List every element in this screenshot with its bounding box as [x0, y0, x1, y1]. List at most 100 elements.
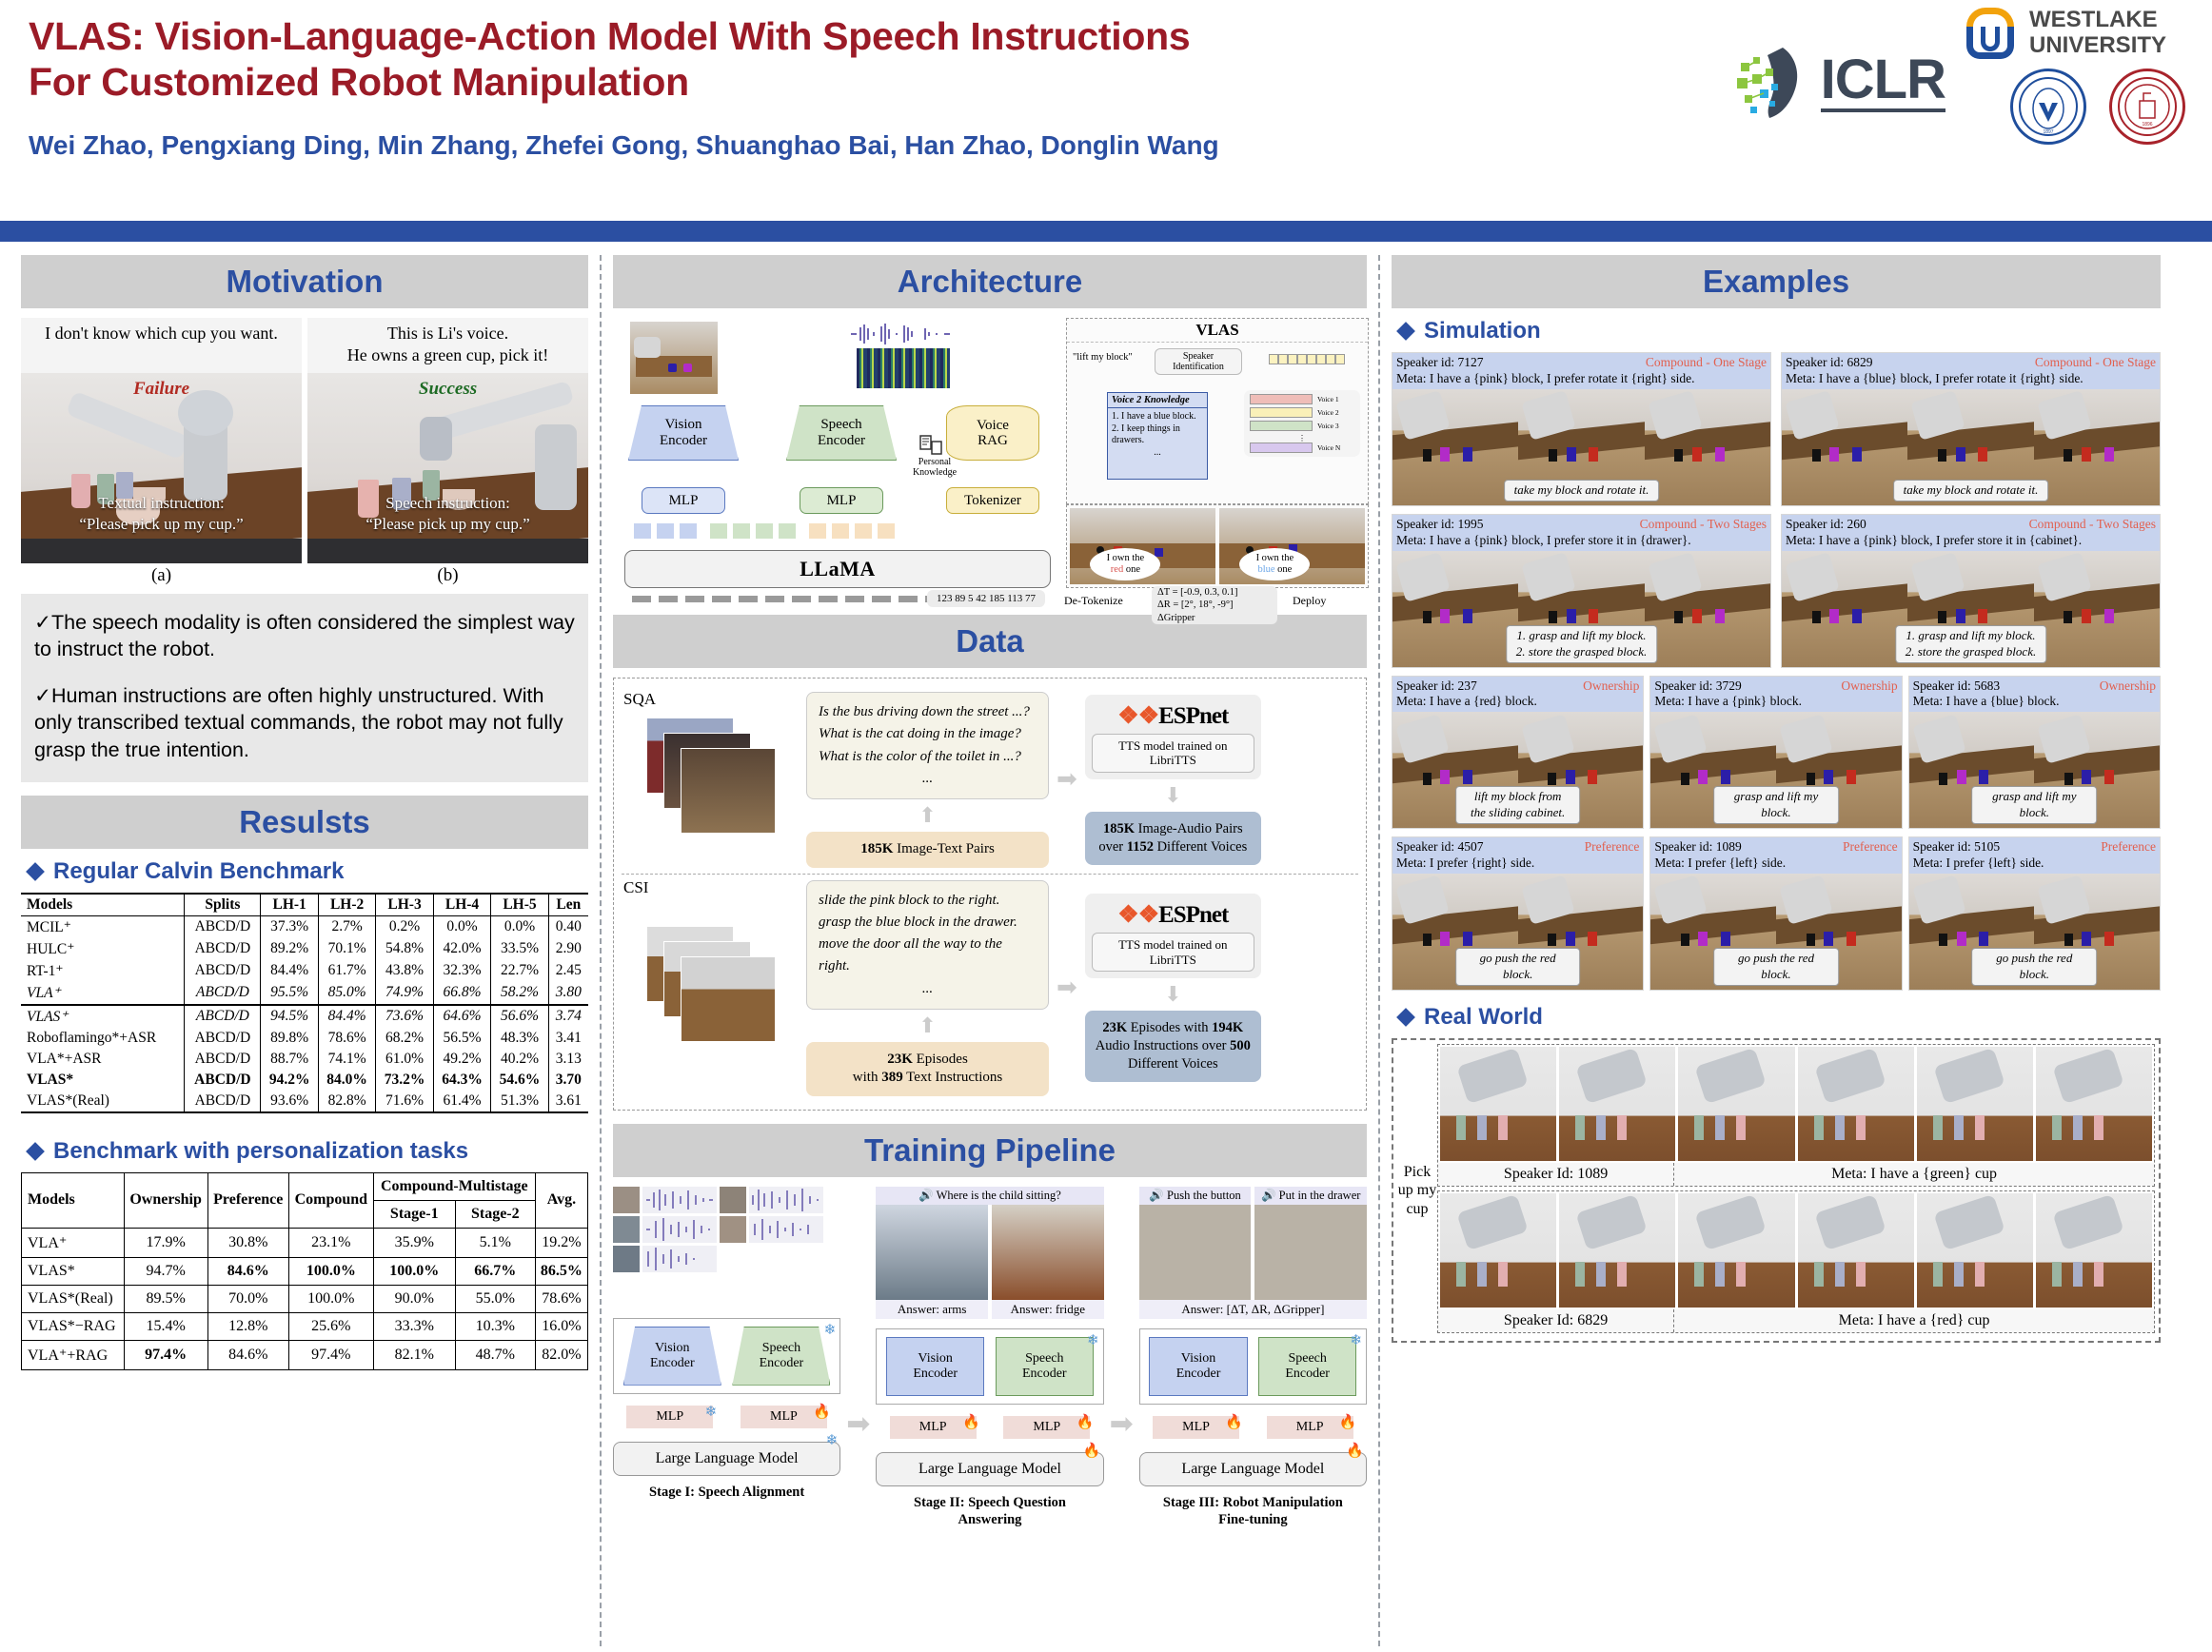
real-world-side-label: Pick up my cup — [1397, 1164, 1437, 1217]
voice-rag-block: Voice RAG — [946, 405, 1039, 461]
stage2-caption: Stage II: Speech Question Answering — [914, 1494, 1066, 1527]
example-meta-text: Meta: I have a {pink} block, I prefer st… — [1396, 532, 1691, 547]
speech-bubble-red: I own the red one — [1090, 548, 1161, 580]
table-cell: 25.6% — [287, 1311, 374, 1341]
table-cell: 5.1% — [454, 1227, 536, 1258]
stage1-encoder-box: Vision Encoder Speech Encoder ❄ — [613, 1317, 841, 1394]
table-cell: 12.8% — [207, 1311, 289, 1341]
right-column: Examples Simulation Speaker id: 7127 Comp… — [1380, 255, 2172, 1646]
table-cell: 90.0% — [372, 1284, 456, 1313]
sqa-q1: Is the bus driving down the street ...? — [819, 704, 1030, 719]
table-header-row: Models Splits LH-1 LH-2 LH-3 LH-4 LH-5 L… — [21, 892, 588, 916]
real-world-panel: Pick up my cup Speaker Id: 1089 Meta: I h… — [1392, 1038, 2161, 1343]
example-meta-text: Meta: I have a {pink} block, I prefer st… — [1786, 532, 2083, 547]
speaker-id: Speaker id: 260 — [1786, 516, 1866, 531]
scene-red-owner: I own the red one — [1070, 508, 1215, 584]
table-cell: 3.74 — [547, 1003, 588, 1028]
table-cell: 43.8% — [375, 959, 434, 982]
example-row: Speaker id: 4507 Preference Meta: I prefer… — [1392, 836, 2161, 991]
stage3-mlp-left: MLP 🔥 — [1153, 1415, 1243, 1439]
example-card[interactable]: Speaker id: 5683 Ownership Meta: I have a … — [1907, 675, 2161, 830]
snowflake-icon: ❄ — [825, 1432, 839, 1448]
table-cell: 100.0% — [287, 1284, 374, 1313]
up-arrow-icon: ⬆ — [918, 1013, 937, 1037]
table-row: RT-1⁺ ABCD/D 84.4% 61.7% 43.8% 32.3% 22.7% 2.45 — [21, 959, 588, 982]
subsection-personalization: Benchmark with personalization tasks — [26, 1138, 588, 1165]
example-card[interactable]: Speaker id: 7127 Compound - One Stage Meta… — [1392, 352, 1771, 506]
sqa-espnet-sub: TTS model trained on LibriTTS — [1091, 733, 1254, 773]
voice-label-1: Voice 1 — [1317, 395, 1339, 403]
speech-encoder-block: Speech Encoder — [786, 405, 897, 461]
data-row-csi: CSI slide the pink block to the right. g… — [622, 873, 1358, 1102]
down-arrow-icon: ⬇ — [1164, 783, 1182, 807]
example-card[interactable]: Speaker id: 260 Compound - Two Stages Meta… — [1781, 513, 2161, 668]
speaker-id: Speaker id: 237 — [1396, 678, 1477, 693]
subsection-regular-calvin: Regular Calvin Benchmark — [26, 858, 588, 885]
table-cell: 71.6% — [375, 1090, 434, 1113]
v2k-item-3: ... — [1154, 446, 1161, 458]
stage2-answer-2: Answer: fridge — [992, 1299, 1104, 1319]
example-frame — [1782, 388, 1908, 505]
table-row: VLA⁺+RAG 97.4% 84.6% 97.4% 82.1% 48.7% 82.0% — [21, 1339, 589, 1370]
scene-blue-owner: I own the blue one — [1219, 508, 1365, 584]
stage2-llm: Large Language Model 🔥 — [876, 1444, 1104, 1486]
real-world-meta: Meta: I have a {red} cup — [1838, 1312, 1990, 1328]
voice-label-ellipsis: ⋮ — [1298, 434, 1306, 442]
table-cell-model: VLA⁺ — [21, 1227, 125, 1258]
table-cell: 97.4% — [123, 1339, 208, 1370]
stage2-encoder-box: Vision Encoder Speech Encoder ❄ — [876, 1328, 1104, 1405]
example-meta: Speaker id: 260 Compound - Two Stages Meta… — [1782, 514, 2160, 551]
deploy-label: Deploy — [1293, 594, 1327, 607]
v2k-item-1: 1. I have a blue block. — [1112, 411, 1196, 422]
table-cell: 3.70 — [547, 1069, 588, 1091]
robot-photo-success: Success Speech instruction: “Please pick… — [307, 373, 588, 563]
right-arrow-icon: ➡ — [1057, 765, 1077, 794]
example-frame — [1392, 388, 1519, 505]
example-frame-strip — [1782, 550, 2160, 667]
example-type-badge: Preference — [1584, 839, 1640, 855]
example-card[interactable]: Speaker id: 1995 Compound - Two Stages Met… — [1392, 513, 1771, 668]
table-cell: 70.0% — [207, 1284, 289, 1313]
csi-tag: CSI — [623, 877, 649, 896]
csi-output-stat: 23K Episodes with 194K Audio Instruction… — [1084, 1011, 1261, 1082]
example-card[interactable]: Speaker id: 5105 Preference Meta: I prefer… — [1907, 836, 2161, 991]
real-world-footer: Speaker Id: 1089 Meta: I have a {green} c… — [1438, 1163, 2154, 1186]
table-cell: 22.7% — [490, 959, 549, 982]
table-cell: 2.90 — [547, 937, 588, 960]
example-card[interactable]: Speaker id: 6829 Compound - One Stage Meta… — [1781, 352, 2161, 506]
title-line-1: VLAS: Vision-Language-Action Model With … — [29, 14, 1191, 58]
instruction-text-b: Speech instruction: “Please pick up my c… — [365, 493, 530, 533]
table-cell: 82.1% — [372, 1339, 456, 1370]
example-meta-text: Meta: I prefer {left} side. — [1912, 856, 2044, 871]
speech-mlp-block: MLP — [800, 487, 883, 514]
table-cell: 61.7% — [317, 959, 376, 982]
example-meta-text: Meta: I prefer {right} side. — [1396, 856, 1535, 871]
subfigure-label-a: (a) — [150, 565, 172, 585]
up-arrow-icon: ⬆ — [918, 803, 937, 827]
subsection-simulation: Simulation — [1396, 318, 2161, 344]
motivation-panel-a: I don't know which cup you want. Failure… — [21, 318, 302, 586]
table-cell: 94.5% — [260, 1003, 319, 1028]
snowflake-icon: ❄ — [704, 1404, 718, 1420]
table-cell: 82.0% — [534, 1339, 589, 1370]
table-cell: 16.0% — [534, 1311, 589, 1341]
example-type-badge: Ownership — [1583, 678, 1640, 693]
example-card[interactable]: Speaker id: 1089 Preference Meta: I prefer… — [1649, 836, 1903, 991]
table-cell: 40.2% — [490, 1048, 549, 1070]
example-meta: Speaker id: 6829 Compound - One Stage Meta… — [1782, 353, 2160, 389]
speaker-id: Speaker id: 1995 — [1396, 516, 1484, 531]
voice-label-n: Voice N — [1317, 443, 1341, 452]
real-world-speaker-id: Speaker Id: 1089 — [1438, 1163, 1675, 1186]
example-card[interactable]: Speaker id: 3729 Ownership Meta: I have a … — [1649, 675, 1903, 830]
example-card[interactable]: Speaker id: 4507 Preference Meta: I prefer… — [1392, 836, 1645, 991]
table-row: VLA⁺ 17.9% 30.8% 23.1% 35.9% 5.1% 19.2% — [21, 1227, 589, 1258]
flame-icon: 🔥 — [1225, 1414, 1243, 1430]
stage2-speech-encoder: Speech Encoder — [995, 1336, 1094, 1396]
llama-block: LLaMA — [624, 550, 1051, 588]
stage3-vision-encoder: Vision Encoder — [1149, 1336, 1248, 1396]
vlas-panel-title: VLAS — [1195, 321, 1239, 339]
example-card[interactable]: Speaker id: 237 Ownership Meta: I have a {… — [1392, 675, 1645, 830]
table-cell: ABCD/D — [184, 1069, 261, 1091]
sqa-tag: SQA — [623, 690, 657, 708]
table-cell: 84.4% — [260, 959, 319, 982]
